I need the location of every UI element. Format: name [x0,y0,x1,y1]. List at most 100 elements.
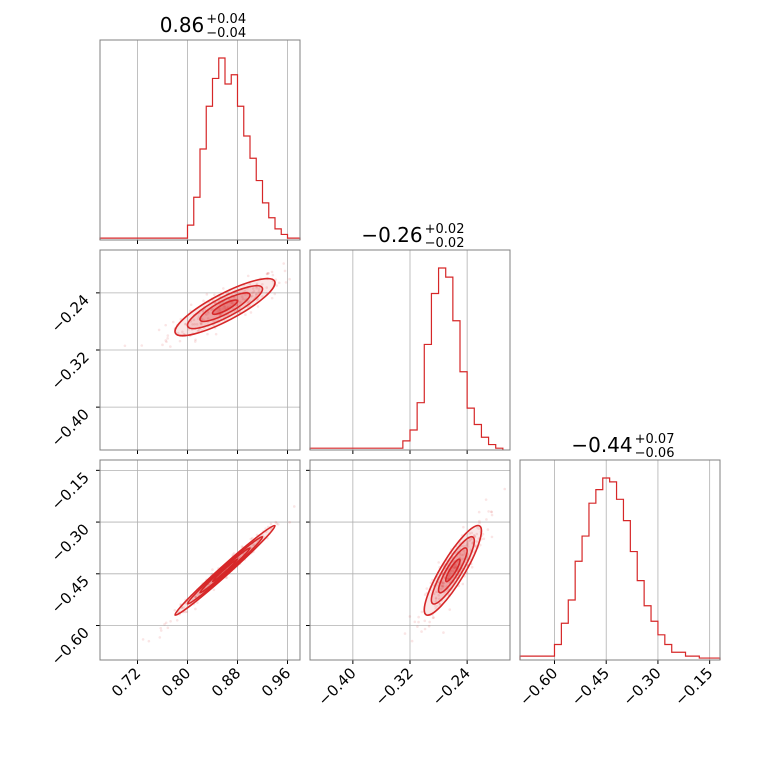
panel-frame [99,459,301,661]
sample-point [147,639,151,643]
sample-point [205,313,208,316]
sample-point [271,273,275,277]
sample-point [249,311,253,314]
histogram-bin [446,277,453,450]
sample-point [274,520,278,524]
sample-point [192,318,196,322]
histogram-bin [439,268,446,450]
sample-point [233,296,236,300]
sample-point [425,587,429,590]
sample-point [427,624,431,628]
sample-point [200,317,204,321]
title-lower-error: −0.06 [635,446,675,461]
sample-point [157,328,161,332]
y-tick-label: −0.40 [48,405,93,450]
sample-point [231,302,235,306]
sample-point [463,552,467,555]
sample-point [438,603,442,606]
histogram-bin [431,293,438,450]
y-tick-label: −0.30 [48,520,93,565]
sample-point [428,620,431,624]
sample-point [403,632,407,635]
sample-point [247,300,250,303]
histogram-bin [219,58,225,240]
histogram-bin [467,408,474,450]
histogram-panel-0: 0.86 +0.04−0.04 [99,12,301,244]
sample-point [432,592,436,596]
sample-point [448,571,452,575]
y-tick-label: −0.15 [48,468,93,513]
x-tick-label: −0.32 [372,664,417,709]
sample-point [454,563,457,567]
sample-point [123,344,127,348]
sample-point [420,630,423,633]
sample-point [462,549,466,553]
sample-point [159,629,163,632]
sample-point [481,532,485,536]
panel-title: −0.26 [361,223,422,247]
sample-point [196,593,200,597]
sample-point [175,618,179,622]
sample-point [453,566,456,570]
sample-point [408,615,412,618]
histogram-step-line [99,57,301,240]
title-upper-error: +0.04 [206,12,246,27]
sample-point [441,584,444,588]
sample-point [458,556,462,559]
histogram-bin [489,445,496,450]
histogram-panel-2: −0.60 −0.45 −0.30 −0.15 −0.44 +0.07−0.06 [516,432,721,709]
sample-point [222,287,225,290]
sample-point [284,281,288,284]
histogram-bin [424,344,431,450]
sample-point [161,343,164,347]
sample-point [275,522,278,525]
sample-point [193,340,197,343]
sample-point [257,287,261,291]
sample-point [206,317,210,320]
histogram-bin [238,106,244,240]
sample-point [257,290,261,293]
x-tick-label: −0.45 [568,664,613,709]
histogram-bin [206,106,212,240]
sample-point [196,317,200,321]
sample-point [472,533,476,537]
sample-point [273,292,277,296]
sample-point [225,576,229,579]
sample-point [210,308,214,311]
sample-point [164,621,168,625]
sample-point [490,510,493,514]
sample-point [473,534,476,538]
sample-point [442,631,445,634]
sample-point [451,569,455,573]
sample-point [218,309,222,313]
sample-point [302,285,305,288]
sample-point [292,505,296,508]
sample-point [484,498,488,501]
sample-point [274,278,278,281]
histogram-bin [561,623,568,660]
density-contour [186,535,264,605]
sample-point [140,344,144,347]
sample-point [448,574,451,578]
sample-point [194,338,197,342]
scatter-panel-0-1: −0.40 −0.32 −0.24 [48,249,305,454]
sample-point [277,281,281,285]
sample-point [255,282,259,286]
x-tick-label: 0.80 [158,664,194,700]
sample-point [475,526,479,529]
sample-point [166,337,169,340]
sample-point [195,323,199,326]
sample-point [185,610,189,614]
histogram-bin [460,372,467,450]
x-tick-label: −0.24 [429,664,474,709]
sample-point [432,616,435,619]
histogram-bin [575,561,582,660]
sample-point [232,552,236,555]
sample-point [439,587,443,591]
sample-point [222,304,226,308]
title-lower-error: −0.04 [206,26,246,41]
sample-point [205,293,209,296]
sample-point [276,523,280,526]
sample-point [466,542,469,546]
sample-point [283,269,287,273]
